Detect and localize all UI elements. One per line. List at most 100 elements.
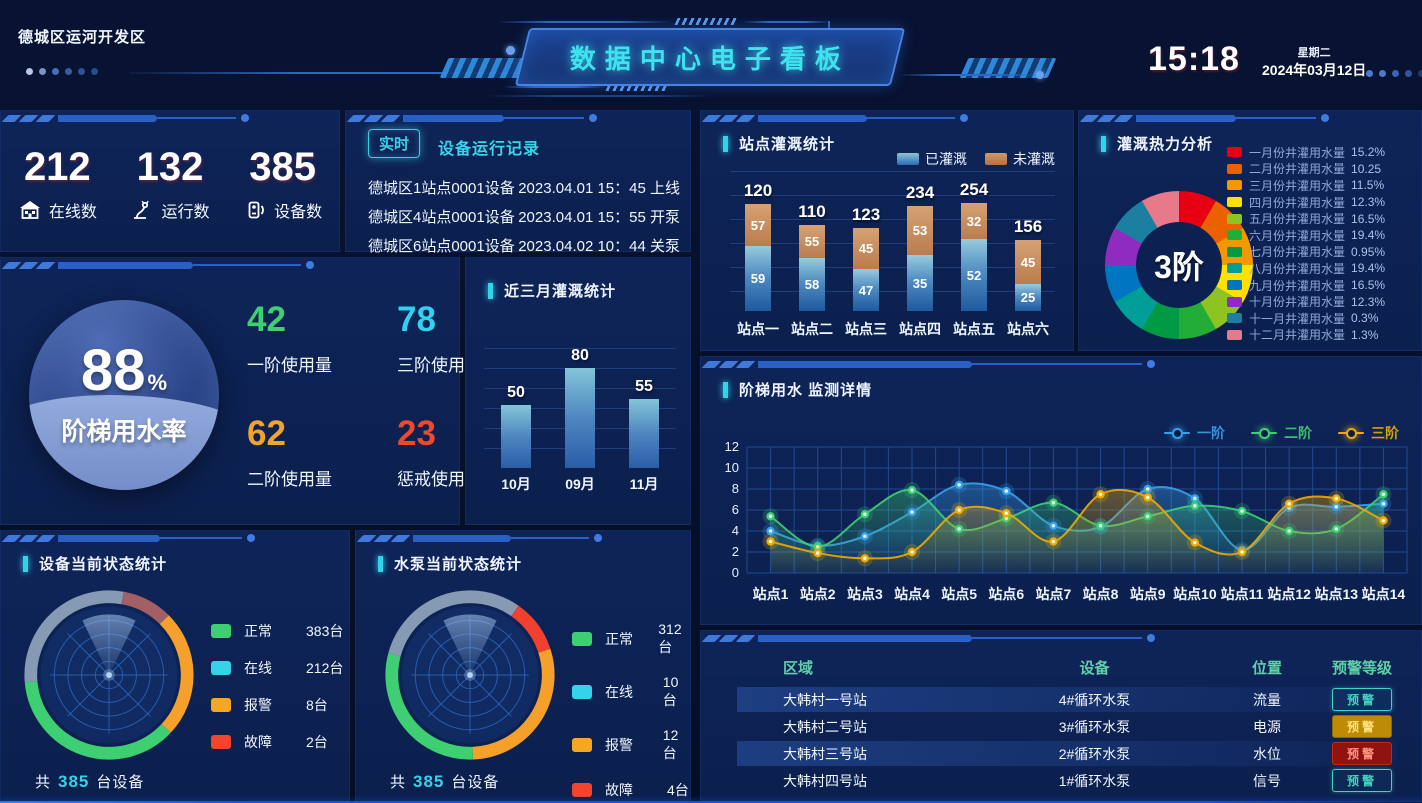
device-records-list: 德城区1站点 0001设备 2023.04.01 15：45 上线德城区4站点 000… [368,169,680,256]
robot-arm-icon [130,198,154,222]
status-legend-item[interactable]: 正常 312台 [572,621,690,657]
record-row: 德城区1站点 0001设备 2023.04.01 15：45 上线 [368,177,680,198]
header-dots-right [1366,70,1422,77]
record-time-event: 2023.04.02 10：44 关泵 [518,238,680,255]
cell-area: 大韩村二号站 [783,718,867,735]
status-legend-item[interactable]: 在线 10台 [572,674,690,710]
header-line-left [130,72,690,74]
legend-value: 11.5% [1351,178,1385,193]
record-device: 0001设备 [451,238,515,255]
legend-item-not-irrigated[interactable]: 未灌溉 [985,149,1055,169]
legend-label: 报警 [244,697,272,713]
bottom-glow-line [0,801,1422,803]
bar-category-label: 09月 [565,476,595,492]
legend-swatch [1227,163,1242,174]
legend-item-irrigated[interactable]: 已灌溉 [897,149,967,169]
segment-not-irrigated: 55 [799,225,825,258]
legend-value: 4台 [667,782,689,798]
heat-legend-item[interactable]: 十月份井灌用水量 12.3% [1227,293,1411,310]
segment-irrigated: 59 [745,246,771,311]
recent-chart-title: 近三月灌溉统计 [504,283,617,300]
bar-total-label: 254 [959,180,989,199]
legend-label: 在线 [244,660,272,676]
segment-irrigated: 52 [961,239,987,311]
heat-legend-item[interactable]: 十二月井灌用水量 1.3% [1227,327,1411,344]
stat-devices-value: 385 [249,145,316,189]
title-accent-bar [1101,135,1106,152]
status-legend-item[interactable]: 在线 212台 [211,658,343,678]
stat-running-label: 运行数 [161,204,210,221]
heat-legend-item[interactable]: 六月份井灌用水量 19.4% [1227,227,1411,244]
tier2-usage: 62 二阶使用量 [247,416,359,490]
donut-center: 3阶 [1136,222,1222,308]
line-chart-legend: 一阶 二阶 三阶 [1164,423,1399,443]
bar [565,368,595,468]
heat-donut-chart: 3阶 [1105,191,1253,339]
bar-total-label: 156 [1013,217,1043,236]
title-right-dot [1036,71,1044,79]
segment-irrigated: 58 [799,258,825,311]
heat-legend-item[interactable]: 二月份井灌用水量 10.25 [1227,161,1411,178]
cell-area: 大韩村一号站 [783,691,867,708]
title-accent-bar [378,555,383,572]
step-water-detail-panel: 阶梯用水 监测详情 一阶 二阶 三阶 12 10 8 6 4 2 0 站点1 站点2 站点3 站点4 站点… [700,356,1422,625]
tier3-usage: 78 三阶使用量 [397,302,509,376]
tier1-value: 42 [247,300,286,339]
record-row: 德城区6站点 0001设备 2023.04.02 10：44 关泵 [368,235,680,256]
records-title: 设备运行记录 [438,141,541,158]
stacked-bar: 254 32 52 [947,180,1001,311]
tier2-label: 二阶使用量 [247,470,332,489]
heat-legend-item[interactable]: 三月份井灌用水量 11.5% [1227,177,1411,194]
heat-legend-item[interactable]: 七月份井灌用水量 0.95% [1227,244,1411,261]
alert-table-rows: 大韩村一号站 4#循环水泵 流量 预警 大韩村二号站 3#循环水泵 电源 预警 大韩村三号站 2#… [737,687,1397,795]
line-legend-item[interactable]: 一阶 [1164,423,1225,443]
heat-legend-item[interactable]: 五月份井灌用水量 16.5% [1227,210,1411,227]
legend-value: 19.4% [1351,261,1386,276]
pump-radar-chart [385,590,555,760]
panel-decor [701,359,1417,369]
record-site: 德城区4站点 [368,209,452,226]
title-accent-bar [23,555,28,572]
heat-legend-item[interactable]: 十一月井灌用水量 0.3% [1227,310,1411,327]
table-row: 大韩村二号站 3#循环水泵 电源 预警 [737,714,1397,739]
line-legend-item[interactable]: 二阶 [1251,423,1312,443]
stacked-bar: 110 55 58 [785,202,839,311]
cell-position: 电源 [1253,718,1281,735]
heat-analysis-panel: 灌溉热力分析 3阶 一月份井灌用水量 15.2% 二月份井灌用水量 10.25 三月份井… [1078,110,1422,351]
recent-bar: 55 [612,378,676,468]
cell-position: 水位 [1253,745,1281,762]
bar-category-label: 10月 [501,476,531,492]
legend-swatch [1227,147,1242,158]
status-legend-item[interactable]: 报警 8台 [211,695,343,715]
bar [501,405,531,468]
stat-online-value: 212 [23,145,91,189]
status-legend-item[interactable]: 正常 383台 [211,621,343,641]
cell-position: 信号 [1253,772,1281,789]
legend-label: 报警 [605,737,633,753]
svg-text:站点11: 站点11 [1221,586,1264,602]
bar-total-label: 123 [851,205,881,224]
stat-online: 212 在线数 [18,145,97,222]
status-legend-item[interactable]: 故障 4台 [572,780,690,800]
total-prefix: 共 [35,774,52,791]
alert-table-header: 区域 设备 位置 预警等级 [737,657,1397,678]
heat-legend-item[interactable]: 九月份井灌用水量 16.5% [1227,277,1411,294]
bar-total-label: 234 [905,183,935,202]
date-block: 星期二 2024年03月12日 [1262,46,1366,80]
legend-value: 1.3% [1351,327,1379,342]
svg-text:8: 8 [732,481,739,496]
segment-not-irrigated: 32 [961,203,987,239]
table-row: 大韩村四号站 1#循环水泵 信号 预警 [737,768,1397,793]
cell-level: 预警 [1327,742,1397,765]
status-legend-item[interactable]: 报警 12台 [572,727,690,763]
legend-swatch [1227,296,1242,307]
heat-legend-item[interactable]: 一月份井灌用水量 15.2% [1227,144,1411,161]
title-bottom-line [505,86,605,88]
cell-area: 大韩村四号站 [783,772,867,789]
heat-legend-item[interactable]: 四月份井灌用水量 12.3% [1227,194,1411,211]
heat-legend-item[interactable]: 八月份井灌用水量 19.4% [1227,260,1411,277]
col-level: 预警等级 [1331,660,1392,677]
line-legend-item[interactable]: 三阶 [1338,423,1399,443]
status-legend-item[interactable]: 故障 2台 [211,732,343,752]
